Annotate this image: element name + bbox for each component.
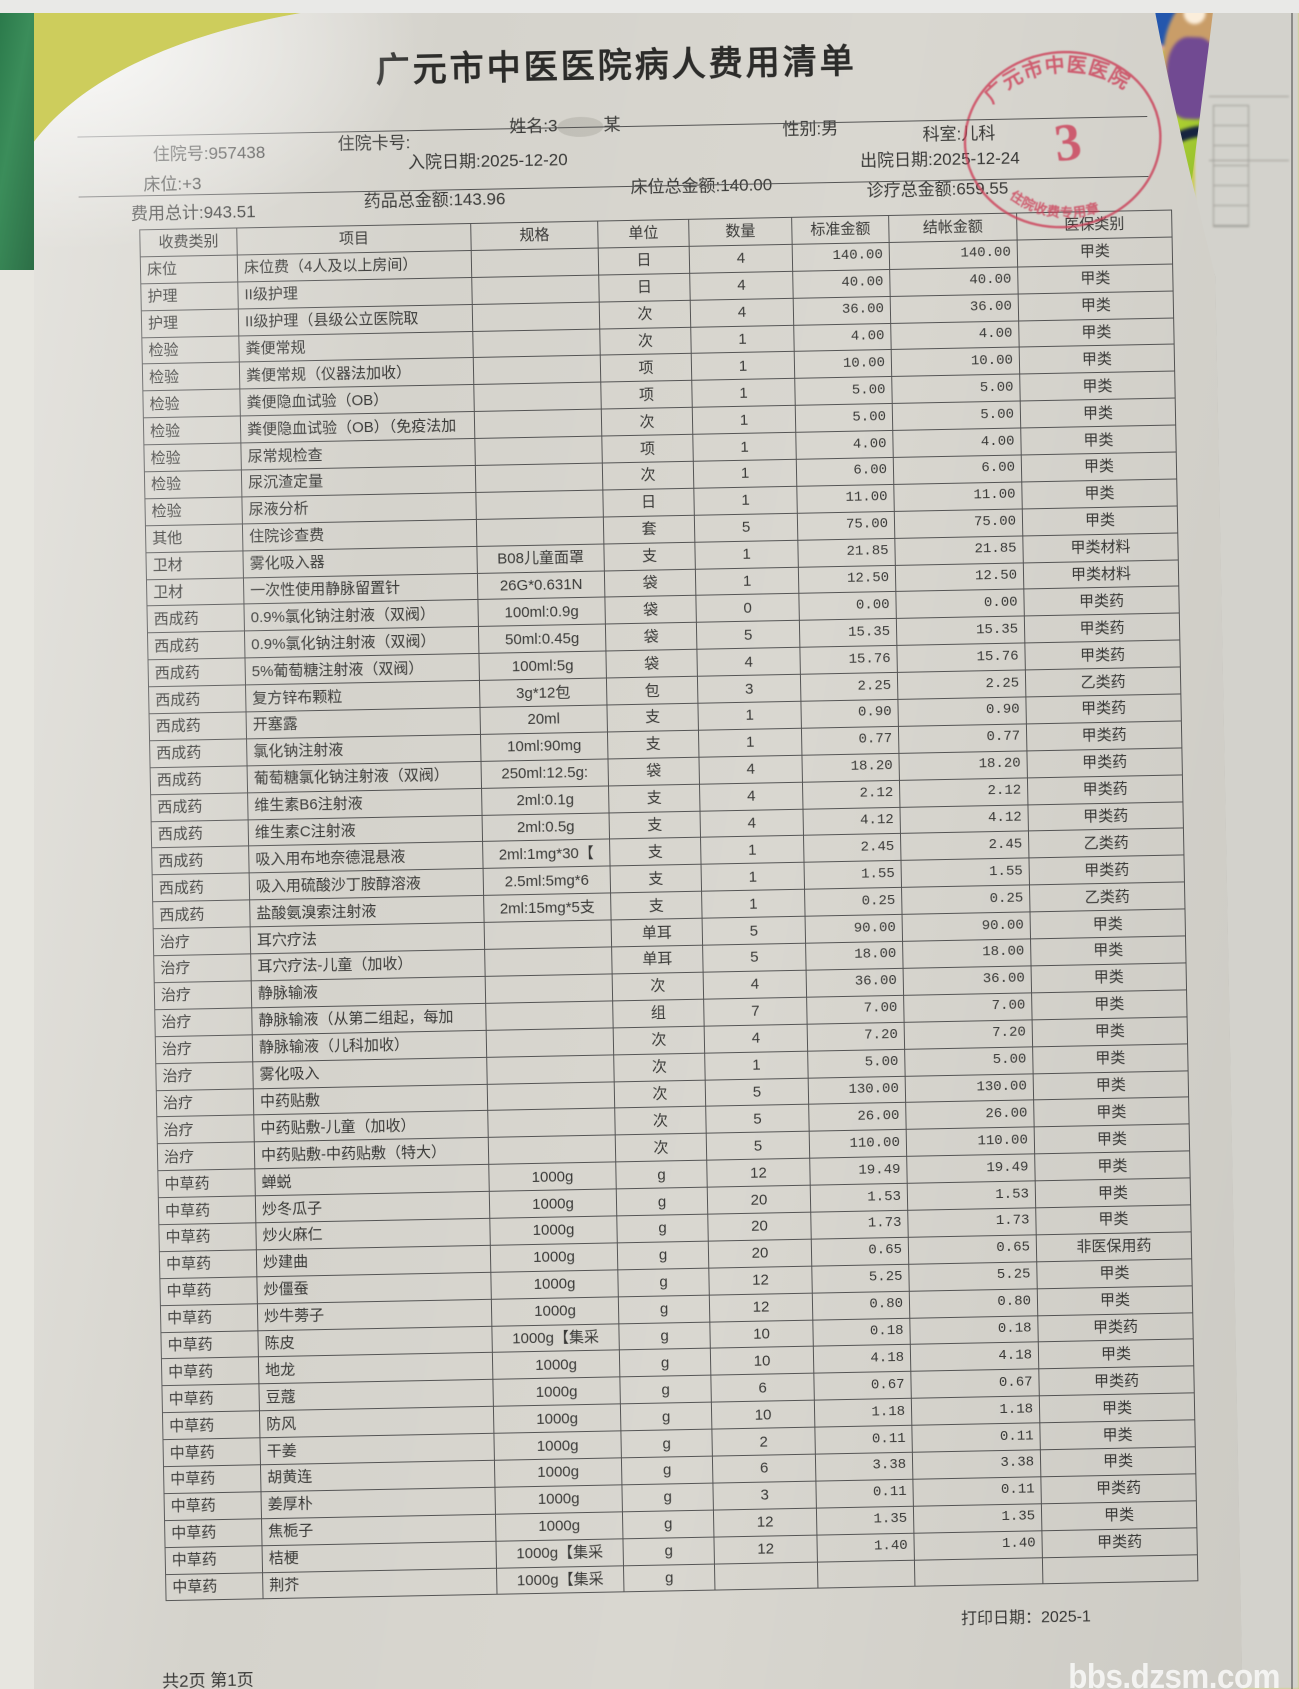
svg-text:3: 3 <box>1051 111 1085 173</box>
svg-text:广元市中医医院: 广元市中医医院 <box>978 51 1135 108</box>
svg-text:住院收费专用章: 住院收费专用章 <box>1007 185 1102 221</box>
